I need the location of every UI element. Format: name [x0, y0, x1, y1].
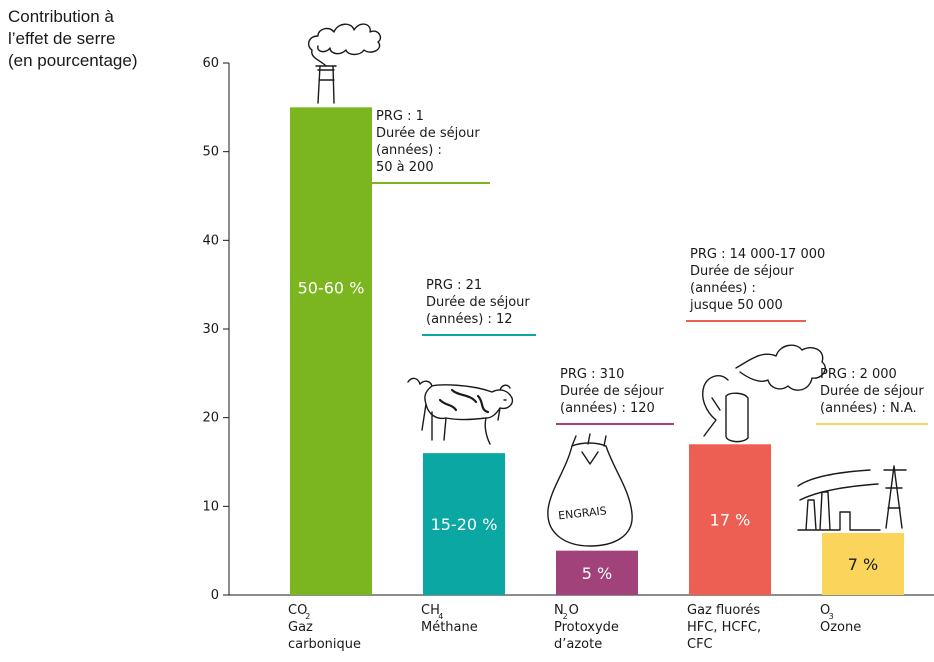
bar	[822, 532, 904, 595]
category-name: Protoxyde	[554, 620, 619, 635]
category-subscript: 3	[829, 612, 834, 621]
category-subscript: 2	[305, 612, 310, 621]
bar-value-label: 17 %	[710, 511, 751, 530]
cow-body	[419, 380, 514, 445]
pylon	[883, 465, 907, 529]
spray-can-icon	[702, 344, 826, 443]
category-name: HFC, HCFC,	[687, 620, 761, 635]
category-name: Ozone	[820, 620, 861, 635]
info-line: PRG : 1	[376, 109, 424, 124]
bag-outline	[547, 442, 633, 547]
y-tick-label: 20	[202, 411, 219, 426]
info-line: 50 à 200	[376, 160, 434, 175]
y-axis-title: Contribution à l’effet de serre (en pour…	[8, 6, 137, 72]
category-formula: O	[820, 603, 830, 618]
info-line: Durée de séjour	[560, 384, 664, 399]
info-line: PRG : 2 000	[820, 367, 897, 382]
category-subscript: 2	[563, 612, 568, 621]
info-line: Durée de séjour	[426, 295, 530, 310]
y-tick-label: 60	[202, 56, 219, 71]
bag-label: ENGRAIS	[558, 504, 608, 522]
y-tick-label: 30	[202, 322, 219, 337]
bar	[290, 107, 372, 595]
info-line: jusque 50 000	[689, 298, 783, 313]
category-formula: N	[554, 603, 564, 618]
info-line: (années) : 120	[560, 401, 655, 416]
smokestack-icon	[307, 23, 382, 104]
cow-head	[407, 377, 511, 401]
bars: 50-60 % 15-20 % 5 % 17 % 7 %	[290, 107, 904, 595]
info-line: PRG : 14 000-17 000	[690, 247, 825, 262]
category-formula-suffix: O	[569, 603, 579, 618]
bar-value-label: 5 %	[582, 564, 612, 583]
cow-icon	[407, 377, 514, 445]
y-tick-label: 40	[202, 233, 219, 248]
category-formula: CH	[421, 603, 440, 618]
smoke-cloud	[307, 23, 382, 67]
bar	[423, 453, 505, 595]
category-name: carbonique	[288, 637, 361, 652]
info-line: (années) : 12	[426, 312, 513, 327]
illustrations: ENGRAIS	[307, 23, 907, 547]
y-tick-label: 50	[202, 145, 219, 160]
power-plant-icon	[797, 465, 907, 531]
fertilizer-bag-icon: ENGRAIS	[547, 433, 633, 547]
cow-spots	[438, 388, 490, 414]
bar-value-label: 50-60 %	[298, 279, 365, 298]
spray-cloud	[735, 344, 826, 391]
info-line: Durée de séjour	[376, 126, 480, 141]
y-axis-title-line: (en pourcentage)	[8, 51, 138, 70]
category-name: Gaz	[288, 620, 313, 635]
info-line: PRG : 310	[560, 367, 624, 382]
info-line: (années) :	[690, 281, 756, 296]
hand	[702, 375, 729, 437]
bar-value-label: 7 %	[848, 555, 878, 574]
info-line: Durée de séjour	[820, 384, 924, 399]
category-label: N2 O Protoxyde d’azote	[554, 603, 619, 652]
bar	[689, 444, 771, 595]
bar	[556, 550, 638, 595]
category-name: d’azote	[554, 637, 602, 652]
info-block: PRG : 14 000-17 000 Durée de séjour (année…	[686, 247, 825, 322]
category-label: Gaz fluorés HFC, HCFC, CFC	[687, 603, 761, 652]
info-blocks: PRG : 1 Durée de séjour (années) : 50 à 200…	[372, 109, 928, 425]
can-body	[725, 392, 749, 443]
info-block: PRG : 2 000 Durée de séjour (années) : N.A…	[816, 367, 928, 425]
info-line: Durée de séjour	[690, 264, 794, 279]
y-axis-title-line: Contribution à	[8, 7, 114, 26]
y-tick-label: 10	[202, 499, 219, 514]
info-block: PRG : 21 Durée de séjour (années) : 12	[422, 278, 536, 336]
power-lines	[797, 469, 879, 501]
category-formula: Gaz fluorés	[687, 603, 760, 618]
plant-buildings	[797, 491, 881, 531]
category-name: CFC	[687, 637, 713, 652]
info-block: PRG : 310 Durée de séjour (années) : 120	[556, 367, 674, 425]
category-name: Méthane	[421, 620, 478, 635]
info-block: PRG : 1 Durée de séjour (années) : 50 à 200	[372, 109, 490, 184]
info-line: (années) : N.A.	[820, 401, 917, 416]
category-formula: CO	[288, 603, 307, 618]
info-line: PRG : 21	[426, 278, 482, 293]
bar-value-label: 15-20 %	[431, 515, 498, 534]
smokestack-lines	[315, 65, 337, 104]
bag-top	[571, 433, 607, 465]
info-line: (années) :	[376, 143, 442, 158]
y-axis-title-line: l’effet de serre	[8, 29, 116, 48]
y-tick-label: 0	[211, 588, 219, 603]
category-subscript: 4	[438, 612, 443, 621]
